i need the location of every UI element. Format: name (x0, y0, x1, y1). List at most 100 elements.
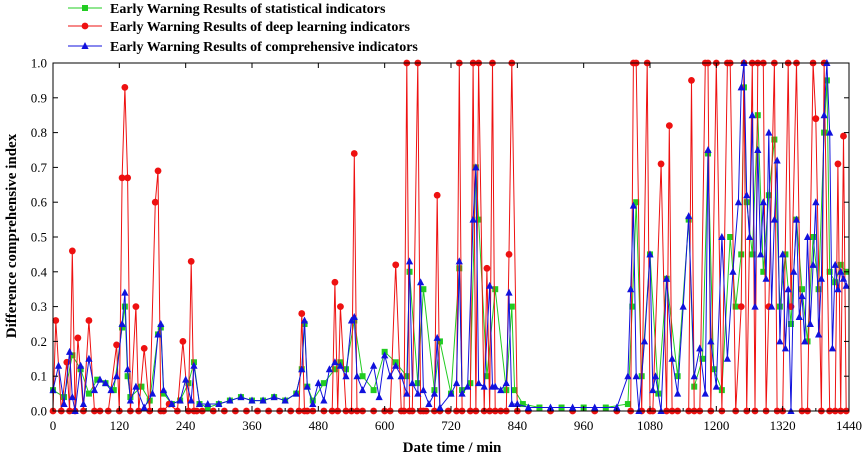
y-tick-label: 0.2 (31, 334, 47, 349)
data-point (809, 260, 817, 268)
data-point (140, 403, 148, 411)
data-point (760, 268, 767, 275)
data-point (790, 267, 798, 275)
data-point (756, 250, 765, 258)
data-point (447, 389, 455, 397)
data-point (436, 338, 443, 345)
data-point (787, 321, 794, 327)
data-point (624, 372, 632, 380)
data-point (121, 288, 129, 296)
x-axis-title: Date time / min (403, 440, 502, 456)
data-point (54, 361, 63, 369)
data-point (759, 198, 767, 206)
data-point (433, 333, 441, 341)
data-point (812, 115, 820, 123)
data-point (154, 330, 162, 338)
data-point (505, 251, 513, 258)
data-point (701, 389, 709, 397)
x-tick-label: 1200 (703, 418, 729, 433)
data-point (486, 281, 494, 289)
x-tick-label: 960 (574, 418, 594, 433)
data-point (159, 386, 168, 394)
data-point (810, 234, 817, 240)
data-point (168, 400, 176, 408)
data-point (132, 382, 140, 390)
data-point (124, 373, 131, 380)
data-point (187, 396, 195, 404)
data-point (101, 379, 110, 387)
data-point (685, 212, 693, 220)
data-point (718, 233, 726, 240)
data-point (350, 150, 358, 157)
legend-marker (82, 5, 88, 11)
data-point (770, 215, 778, 223)
data-point (497, 386, 505, 394)
data-point (696, 344, 704, 352)
x-tick-label: 120 (110, 418, 130, 433)
data-point (823, 77, 830, 84)
data-point (776, 337, 784, 345)
data-point (629, 201, 638, 209)
data-point (118, 174, 126, 182)
data-point (826, 128, 834, 136)
data-point (237, 393, 245, 401)
x-tick-label: 360 (242, 418, 262, 433)
data-point (160, 390, 167, 397)
y-tick-label: 0.0 (31, 404, 47, 419)
data-point (502, 379, 510, 387)
data-point (569, 403, 577, 411)
data-point (734, 198, 743, 206)
data-point (508, 303, 515, 310)
y-tick-label: 1.0 (31, 56, 47, 71)
data-point (817, 274, 825, 282)
data-point (776, 303, 783, 310)
data-point (226, 396, 234, 404)
data-point (298, 365, 306, 373)
data-point (140, 344, 148, 352)
data-point (110, 387, 117, 394)
data-point (492, 286, 499, 293)
data-point (151, 198, 159, 206)
data-point (732, 303, 739, 310)
data-point (834, 160, 842, 168)
data-point (281, 396, 289, 404)
data-point (483, 373, 490, 380)
data-point (320, 396, 328, 404)
data-point (632, 372, 640, 380)
data-point (546, 403, 555, 411)
data-point (190, 361, 198, 369)
data-point (679, 302, 687, 310)
data-point (452, 379, 461, 387)
data-point (79, 400, 88, 408)
data-point (738, 251, 745, 258)
data-point (124, 365, 132, 373)
data-point (68, 247, 76, 255)
data-point (85, 390, 92, 397)
data-point (710, 366, 717, 373)
data-point (649, 386, 657, 394)
data-point (118, 320, 126, 327)
x-tick-label: 600 (375, 418, 395, 433)
data-point (359, 373, 366, 380)
data-point (370, 361, 378, 369)
data-point (475, 216, 482, 223)
data-point (124, 174, 132, 182)
data-point (831, 260, 839, 268)
data-point (688, 77, 695, 84)
data-point (370, 387, 377, 394)
y-tick-label: 0.7 (31, 160, 48, 175)
data-point (416, 278, 425, 286)
data-point (331, 278, 339, 286)
data-point (737, 303, 745, 310)
legend-label: Early Warning Results of statistical ind… (110, 2, 386, 17)
data-point (77, 361, 85, 369)
data-point (751, 302, 759, 310)
data-point (524, 403, 532, 411)
y-tick-label: 0.5 (31, 230, 47, 245)
data-point (342, 372, 350, 380)
data-point (403, 389, 411, 397)
data-point (674, 389, 682, 397)
data-point (375, 393, 383, 401)
data-point (215, 400, 223, 408)
data-point (765, 192, 772, 199)
